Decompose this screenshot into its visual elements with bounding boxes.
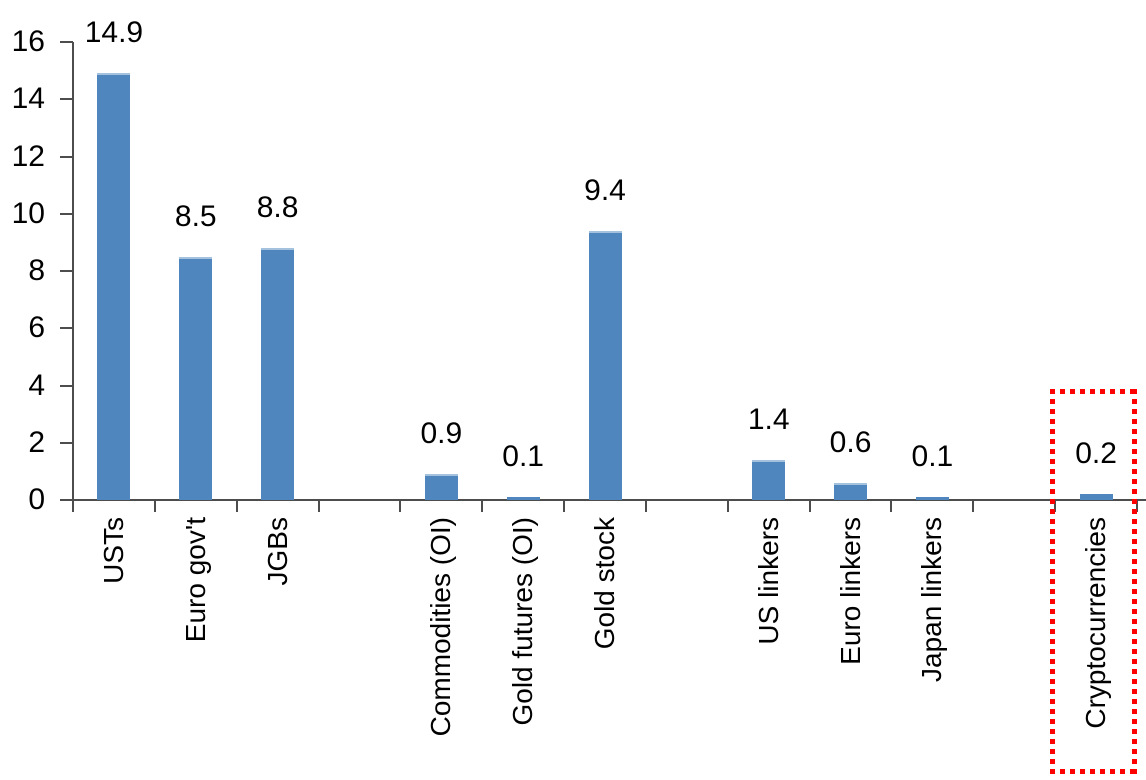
value-label-usts: 14.9 xyxy=(84,16,144,50)
x-axis-tick-8 xyxy=(726,499,729,512)
y-axis-label-8: 8 xyxy=(28,254,45,287)
y-axis-label-16: 16 xyxy=(11,25,45,58)
value-label-us-linkers: 1.4 xyxy=(747,402,790,436)
category-label-us-linkers: US linkers xyxy=(752,517,784,645)
value-label-japan-linkers: 0.1 xyxy=(911,440,954,474)
value-label-cryptocurrencies: 0.2 xyxy=(1075,437,1117,471)
x-axis-tick-7 xyxy=(644,499,647,512)
y-axis-tick-2 xyxy=(60,441,73,444)
value-label-gold-futures-oi: 0.1 xyxy=(502,440,544,474)
category-label-usts: USTs xyxy=(97,517,129,584)
x-axis-tick-12 xyxy=(1054,499,1057,512)
bar-usts xyxy=(97,73,131,500)
value-label-euro-linkers: 0.6 xyxy=(829,425,872,459)
value-label-gold-stock: 9.4 xyxy=(584,173,626,207)
highlight-box-edge-left xyxy=(1049,389,1055,774)
bar-us-linkers xyxy=(752,459,786,500)
y-axis-tick-12 xyxy=(60,155,73,158)
bar-euro-linkers xyxy=(834,482,868,500)
x-axis-tick-9 xyxy=(808,499,811,512)
bar-euro-gov-t xyxy=(179,256,213,500)
y-axis-label-14: 14 xyxy=(11,82,45,116)
y-axis-label-4: 4 xyxy=(28,368,45,402)
x-axis-tick-1 xyxy=(153,499,156,512)
x-axis-tick-4 xyxy=(399,499,402,512)
x-axis-tick-3 xyxy=(317,499,320,512)
y-axis-tick-10 xyxy=(60,212,73,215)
category-label-jgbs: JGBs xyxy=(261,517,293,586)
value-label-jgbs: 8.8 xyxy=(256,191,299,225)
y-axis-tick-8 xyxy=(60,270,73,272)
bar-gold-stock xyxy=(588,230,622,500)
bar-japan-linkers xyxy=(915,497,949,500)
bar-cryptocurrencies xyxy=(1079,494,1113,500)
y-axis-label-10: 10 xyxy=(11,196,45,230)
y-axis-label-6: 6 xyxy=(28,311,45,345)
category-label-gold-stock: Gold stock xyxy=(589,517,620,650)
value-label-commodities-oi: 0.9 xyxy=(420,417,463,451)
bar-jgbs xyxy=(261,248,295,500)
category-label-gold-futures-oi: Gold futures (OI) xyxy=(507,517,539,726)
value-label-euro-gov-t: 8.5 xyxy=(174,199,217,233)
bar-commodities-oi xyxy=(424,474,458,500)
y-axis-label-2: 2 xyxy=(28,425,45,459)
y-axis-label-0: 0 xyxy=(28,483,45,516)
x-axis-tick-5 xyxy=(481,499,484,512)
highlight-box-edge-right xyxy=(1131,389,1137,774)
x-axis-tick-11 xyxy=(972,499,975,512)
y-axis-tick-0 xyxy=(60,499,73,501)
y-axis-line xyxy=(72,42,74,511)
x-axis-tick-6 xyxy=(563,499,566,512)
category-label-euro-gov-t: Euro gov't xyxy=(179,517,211,643)
category-label-euro-linkers: Euro linkers xyxy=(834,517,866,665)
highlight-box-edge-bottom xyxy=(1049,769,1137,774)
x-axis-tick-0 xyxy=(72,499,74,512)
highlight-box-cryptocurrencies xyxy=(1049,389,1137,774)
y-axis-label-12: 12 xyxy=(11,139,45,173)
x-axis-tick-13 xyxy=(1136,499,1138,512)
x-axis-tick-10 xyxy=(890,499,893,512)
y-axis-tick-16 xyxy=(60,41,73,43)
x-axis-tick-2 xyxy=(235,499,238,512)
category-label-japan-linkers: Japan linkers xyxy=(916,517,948,682)
y-axis-tick-6 xyxy=(60,327,73,330)
highlight-box-edge-top xyxy=(1049,389,1137,394)
bar-gold-futures-oi xyxy=(506,497,540,500)
category-label-commodities-oi: Commodities (OI) xyxy=(425,517,457,737)
y-axis-tick-14 xyxy=(60,98,73,101)
x-axis-line xyxy=(60,499,1146,501)
y-axis-tick-4 xyxy=(60,384,73,387)
